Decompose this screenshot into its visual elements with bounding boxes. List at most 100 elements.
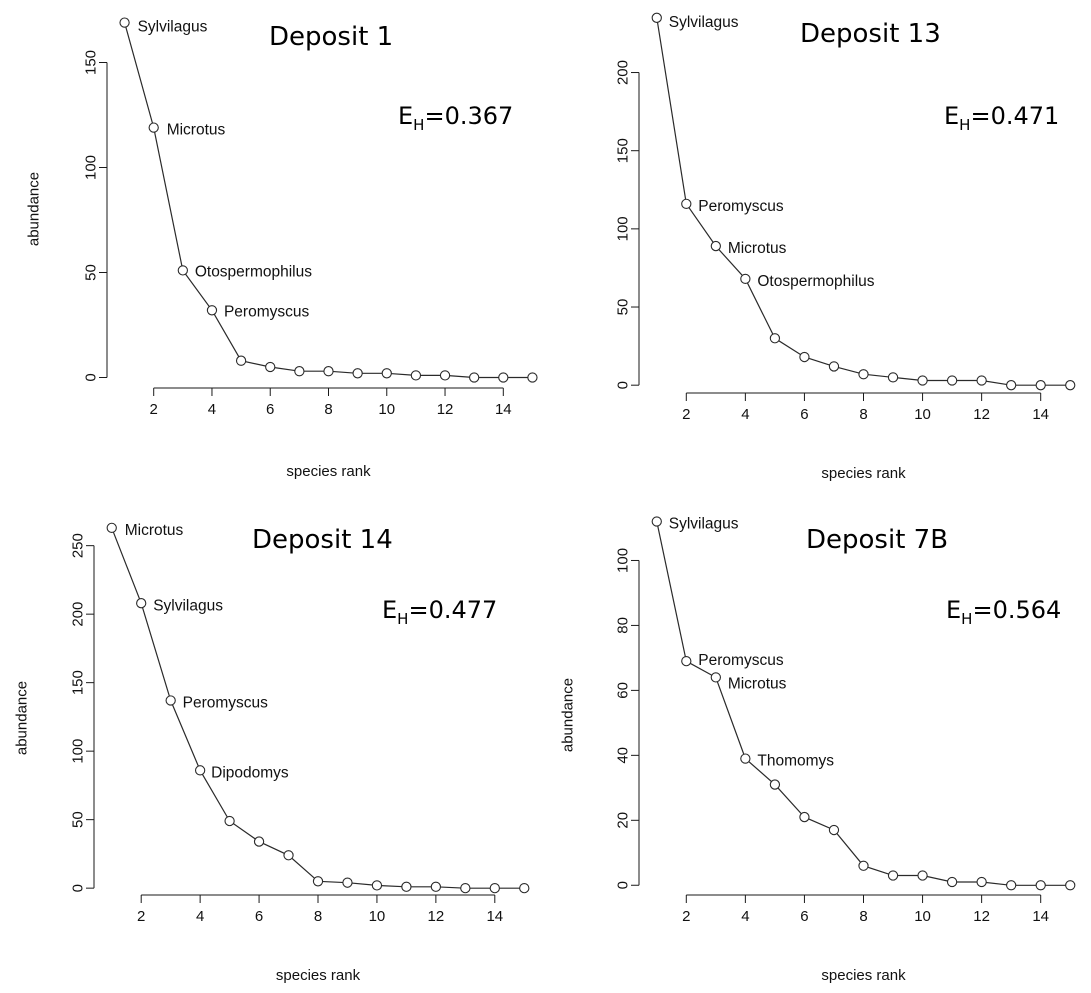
data-point [119,17,130,28]
data-point [828,824,840,836]
y-tick-label: 0 [615,381,632,389]
data-point [206,305,218,316]
x-axis-title: species rank [821,967,906,984]
x-tick-label: 8 [324,401,332,418]
y-axis-title: abundance [14,681,31,755]
data-point [858,860,869,871]
data-point [460,883,471,894]
x-tick-label: 4 [208,401,216,418]
data-point [323,366,334,377]
x-tick-label: 4 [741,406,749,423]
y-tick-label: 50 [615,299,632,316]
data-point [1035,880,1046,891]
panel-deposit-1: 2 4 6 8 10 12 14 species rank 0 50 100 150 abundance… [0,0,548,495]
data-point [1065,880,1076,891]
data-point [224,815,235,827]
data-point [710,672,721,683]
data-point [253,836,265,847]
data-point [681,198,692,209]
evenness-annotation: EH=0.367 [398,102,513,134]
evenness-value: =0.477 [408,596,497,624]
x-tick-label: 4 [196,908,204,925]
data-point [439,370,451,381]
y-tick-label: 0 [70,884,87,892]
data-point [194,765,206,776]
y-tick-label: 100 [83,155,100,180]
x-tick-label: 2 [682,406,690,423]
data-point [498,372,509,383]
y-tick-label: 80 [615,617,632,634]
panel-background [0,0,548,495]
panel-title: Deposit 13 [800,19,941,49]
y-tick-label: 50 [70,811,87,828]
y-tick-label: 200 [70,602,87,627]
x-tick-label: 14 [495,401,512,418]
data-point [371,880,383,891]
point-label: Microtus [125,522,184,539]
data-point [136,598,147,609]
point-label: Peromyscus [224,303,310,320]
data-point [519,883,530,894]
x-tick-label: 6 [800,406,808,423]
data-point [430,881,442,892]
evenness-subscript: H [413,116,424,134]
data-point [283,850,294,861]
y-tick-label: 40 [615,747,632,764]
y-tick-label: 150 [615,138,632,163]
data-point [799,351,810,363]
data-point [976,876,987,888]
x-tick-label: 6 [800,908,808,925]
y-tick-label: 200 [615,60,632,85]
evenness-subscript: H [397,610,408,628]
point-label: Peromyscus [698,198,784,215]
panel-deposit-13: 2 4 6 8 10 12 14 species rank 0 50 100 150 200 Sylvil… [548,0,1091,495]
data-point [740,273,751,285]
data-point [410,370,422,381]
evenness-subscript: H [959,116,970,134]
point-label: Otospermophilus [195,263,312,280]
evenness-value: =0.564 [972,596,1061,624]
data-point [1006,880,1017,891]
x-tick-label: 10 [369,908,386,925]
y-tick-label: 100 [615,216,632,241]
x-tick-label: 14 [1032,908,1049,925]
y-tick-label: 20 [615,812,632,829]
x-tick-label: 12 [437,401,454,418]
panel-background [0,495,548,993]
data-point [769,779,781,790]
panel-title: Deposit 1 [269,22,393,52]
x-tick-label: 10 [378,401,395,418]
data-point [381,368,392,379]
point-label: Peromyscus [698,652,784,669]
y-tick-label: 150 [70,670,87,695]
data-point [651,516,662,527]
y-tick-label: 100 [615,548,632,573]
x-tick-label: 2 [137,908,145,925]
data-point [106,522,117,533]
y-axis-title: abundance [26,172,43,246]
data-point [1006,380,1017,391]
evenness-symbol: E [946,596,961,624]
panel-deposit-14: 2 4 6 8 10 12 14 species rank 0 50 100 150 200 250 abu… [0,495,548,993]
point-label: Microtus [167,122,226,139]
data-point [946,876,958,888]
point-label: Microtus [728,240,787,257]
point-label: Thomomys [757,753,834,770]
x-axis-title: species rank [821,465,906,482]
x-tick-label: 8 [314,908,322,925]
data-point [235,355,247,366]
data-point [165,695,176,706]
x-tick-label: 12 [973,406,990,423]
data-point [769,333,781,344]
y-tick-label: 0 [83,373,100,381]
point-label: Sylvilagus [669,516,739,533]
data-point [401,881,412,892]
y-tick-label: 100 [70,739,87,764]
data-point [1065,380,1076,391]
data-point [828,361,840,372]
data-point [469,372,480,383]
data-point [858,369,869,380]
data-point [917,870,928,881]
data-point [887,870,899,881]
data-point [651,12,662,23]
